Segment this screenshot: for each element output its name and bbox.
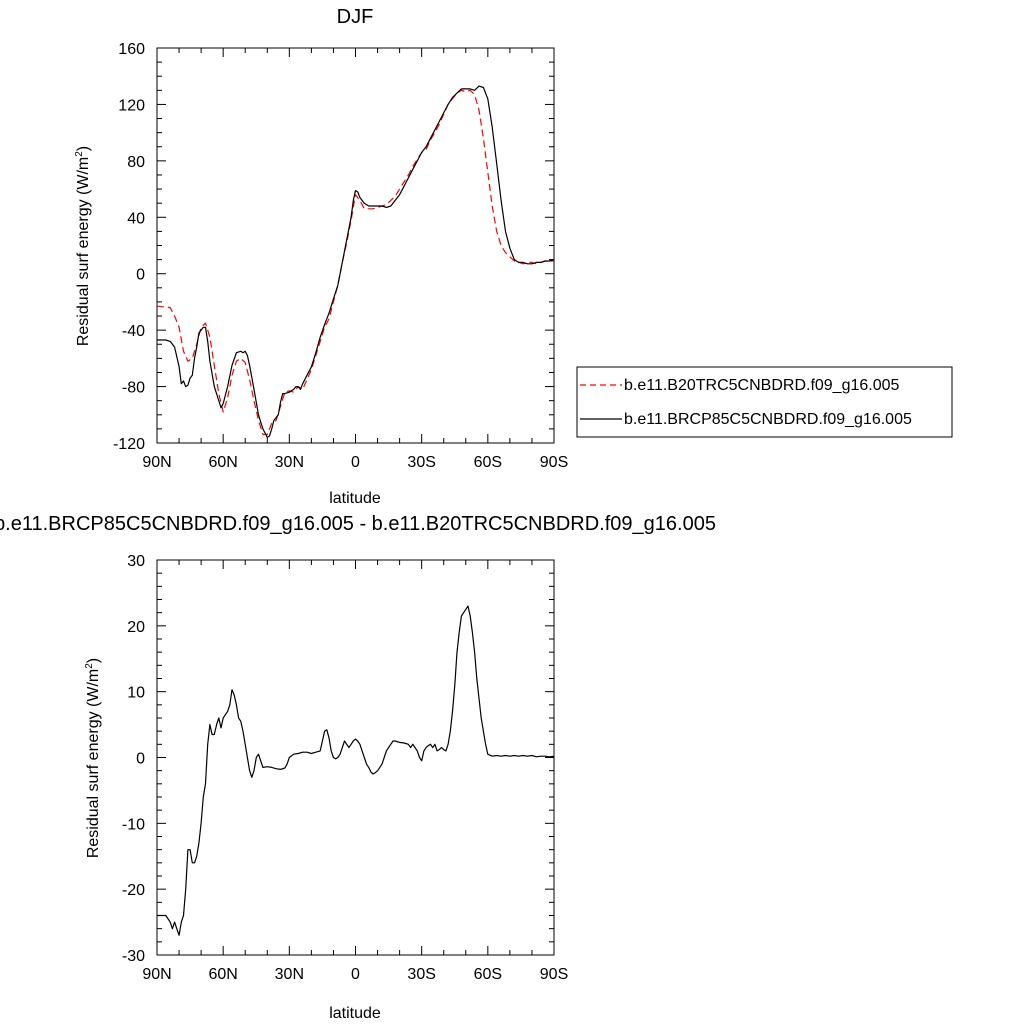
- x-axis-label: latitude: [329, 490, 381, 507]
- axis-ticks: 90N 60N 30N 0 30S 60S 90S 30 20 10 0 -10 -20 -30: [122, 553, 568, 983]
- x-tick-label: 90S: [540, 966, 568, 983]
- legend-box: [576, 366, 953, 438]
- x-tick-label: 0: [351, 966, 360, 983]
- y-tick-label: -30: [122, 948, 145, 965]
- y-tick-label: -80: [122, 380, 145, 397]
- x-tick-label: 30S: [407, 454, 435, 471]
- legend-label-b20trc: b.e11.B20TRC5CNBDRD.f09_g16.005: [624, 377, 900, 394]
- y-tick-label: 120: [118, 97, 145, 114]
- axis-ticks: 90N 60N 30N 0 30S 60S 90S 160 120 80 40 0 -40 -80 -120: [113, 41, 568, 471]
- x-tick-label: 0: [351, 454, 360, 471]
- y-tick-label: 40: [127, 210, 145, 227]
- plot-frame: [156, 47, 555, 444]
- plot-frame: [156, 559, 555, 956]
- x-tick-label: 60N: [208, 966, 237, 983]
- legend-label-brcp85: b.e11.BRCP85C5CNBDRD.f09_g16.005: [624, 411, 912, 428]
- y-tick-label: 30: [127, 553, 145, 570]
- x-tick-label: 90N: [142, 966, 171, 983]
- x-tick-label: 30N: [275, 454, 304, 471]
- y-tick-label: -20: [122, 882, 145, 899]
- x-tick-label: 30S: [407, 966, 435, 983]
- y-tick-label: 0: [136, 267, 145, 284]
- series-line-0: [157, 605, 555, 936]
- legend: b.e11.B20TRC5CNBDRD.f09_g16.005 b.e11.BR…: [576, 366, 953, 438]
- x-axis-label: latitude: [329, 1005, 381, 1022]
- x-tick-label: 60N: [208, 454, 237, 471]
- y-axis-label: Residual surf energy (W/m2): [84, 658, 102, 858]
- y-tick-label: 20: [127, 619, 145, 636]
- x-tick-label: 90N: [142, 454, 171, 471]
- chart-panel-djf: DJF 90N 60N 30N 0 30S 60S 90S 160 120 80 40 0 -40 -80…: [74, 6, 568, 507]
- x-tick-label: 60S: [474, 454, 502, 471]
- series-line-1: [157, 85, 555, 438]
- y-tick-label: 0: [136, 751, 145, 768]
- chart-panel-difference: b.e11.BRCP85C5CNBDRD.f09_g16.005 - b.e11…: [0, 513, 716, 1022]
- chart-title: b.e11.BRCP85C5CNBDRD.f09_g16.005 - b.e11…: [0, 513, 716, 535]
- series-line-0: [156, 89, 554, 436]
- y-tick-label: 80: [127, 154, 145, 171]
- x-tick-label: 60S: [474, 966, 502, 983]
- y-axis-label: Residual surf energy (W/m2): [74, 146, 92, 346]
- x-tick-label: 30N: [275, 966, 304, 983]
- y-tick-label: 10: [127, 685, 145, 702]
- series-lines: [157, 605, 555, 936]
- y-tick-label: -40: [122, 323, 145, 340]
- y-tick-label: -10: [122, 816, 145, 833]
- chart-title: DJF: [337, 6, 374, 28]
- y-tick-label: -120: [113, 436, 145, 453]
- series-lines: [156, 85, 555, 438]
- x-tick-label: 90S: [540, 454, 568, 471]
- y-tick-label: 160: [118, 41, 145, 58]
